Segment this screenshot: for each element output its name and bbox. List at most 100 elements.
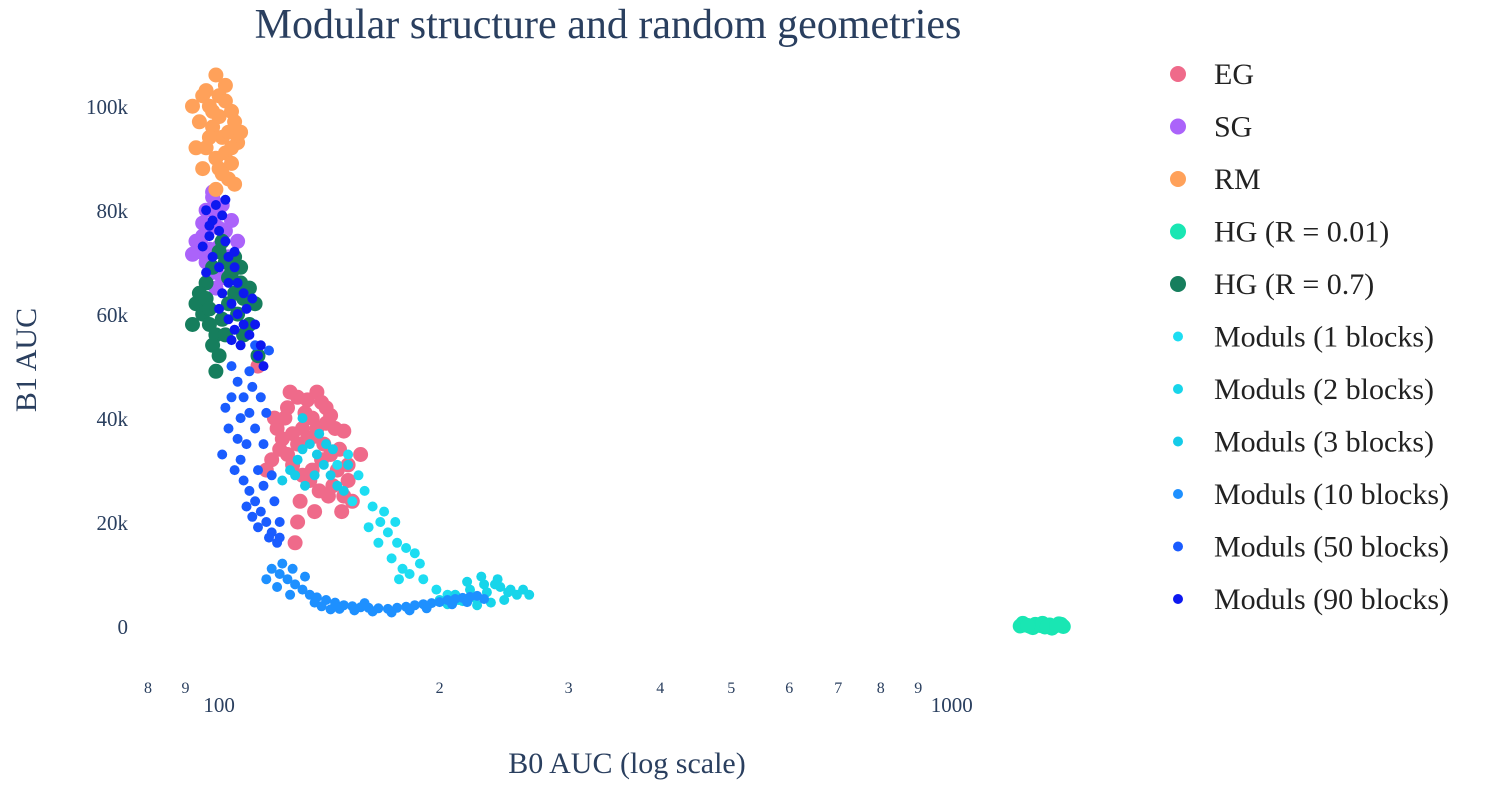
data-point <box>325 470 336 481</box>
data-point <box>247 293 258 304</box>
data-point <box>323 408 339 423</box>
series-2 <box>185 67 249 197</box>
data-point <box>347 496 358 507</box>
data-point <box>353 447 369 462</box>
data-point <box>373 537 384 548</box>
y-tick-label: 20k <box>97 511 129 535</box>
data-point <box>300 571 310 582</box>
data-point <box>238 319 249 330</box>
x-minor-tick-label: 8 <box>877 680 885 697</box>
data-point <box>258 439 269 450</box>
data-point <box>210 200 221 210</box>
data-point <box>269 496 280 507</box>
data-point <box>274 532 285 543</box>
data-point <box>223 314 234 325</box>
data-point <box>311 449 322 460</box>
legend-label: Moduls (50 blocks) <box>1214 531 1449 564</box>
data-point <box>229 465 240 476</box>
data-point <box>499 595 510 605</box>
data-point <box>418 574 429 585</box>
data-point <box>197 241 208 252</box>
x-minor-tick-label: 7 <box>834 680 842 697</box>
legend-item: Moduls (90 blocks) <box>1173 583 1449 616</box>
data-point <box>238 288 249 299</box>
data-point <box>253 350 263 361</box>
data-point <box>314 428 325 439</box>
data-point <box>188 140 204 156</box>
data-point <box>421 603 432 614</box>
data-point <box>223 277 234 288</box>
data-point <box>201 205 212 216</box>
data-point <box>343 459 354 470</box>
data-point <box>226 335 237 346</box>
data-point <box>266 563 277 574</box>
legend-label: SG <box>1214 111 1252 144</box>
data-point <box>229 262 240 273</box>
data-point <box>359 485 370 496</box>
legend-marker <box>1170 118 1186 135</box>
legend-marker <box>1170 171 1186 187</box>
legend-label: EG <box>1214 58 1254 91</box>
data-point <box>201 129 217 145</box>
data-point <box>201 301 217 317</box>
data-point <box>247 511 258 522</box>
data-point <box>375 517 386 527</box>
data-point <box>261 407 272 418</box>
legend-item: Moduls (50 blocks) <box>1173 531 1449 564</box>
data-point <box>217 288 228 299</box>
x-minor-tick-label: 2 <box>436 680 444 697</box>
y-tick-label: 40k <box>97 407 129 431</box>
data-point <box>282 384 298 400</box>
data-point <box>220 402 231 413</box>
x-minor-tick-label: 5 <box>727 680 735 697</box>
x-minor-tick-label: 4 <box>656 680 664 697</box>
data-point <box>392 537 403 548</box>
data-point <box>390 517 401 527</box>
data-point <box>465 584 475 595</box>
data-point <box>226 392 237 403</box>
series-3 <box>1012 615 1071 636</box>
data-point <box>198 83 214 99</box>
data-point <box>244 329 255 340</box>
data-point <box>297 413 308 424</box>
data-point <box>363 522 374 533</box>
legend-marker <box>1170 223 1186 240</box>
data-point <box>447 599 458 610</box>
data-point <box>241 439 252 450</box>
data-point <box>226 361 237 372</box>
data-point <box>220 194 231 205</box>
data-point <box>220 236 231 247</box>
data-point <box>250 319 261 330</box>
data-point <box>191 114 207 130</box>
data-point <box>495 582 506 592</box>
data-point <box>277 475 288 486</box>
data-point <box>397 563 408 574</box>
series-10 <box>197 194 269 372</box>
data-point <box>300 480 310 491</box>
data-point <box>290 470 301 481</box>
data-point <box>292 454 303 465</box>
data-point <box>462 597 473 608</box>
data-point <box>223 423 234 434</box>
legend-item: RM <box>1170 163 1261 196</box>
legend-label: Moduls (2 blocks) <box>1214 373 1434 406</box>
data-point <box>185 246 200 262</box>
data-point <box>472 600 483 611</box>
x-minor-tick-label: 8 <box>144 680 152 697</box>
legend-marker <box>1173 489 1183 499</box>
data-point <box>1049 618 1065 633</box>
legend-marker <box>1173 541 1183 552</box>
data-point <box>207 251 218 262</box>
data-point <box>309 470 320 481</box>
data-point <box>214 225 225 236</box>
chart-title: Modular structure and random geometries <box>255 2 962 48</box>
y-axis-title: B1 AUC <box>10 308 43 412</box>
data-point <box>204 231 215 242</box>
data-point <box>235 340 246 351</box>
data-point <box>255 506 266 517</box>
series-8 <box>261 558 490 618</box>
data-point <box>367 501 378 512</box>
legend-item: HG (R = 0.7) <box>1170 268 1374 301</box>
legend-marker <box>1173 384 1183 394</box>
